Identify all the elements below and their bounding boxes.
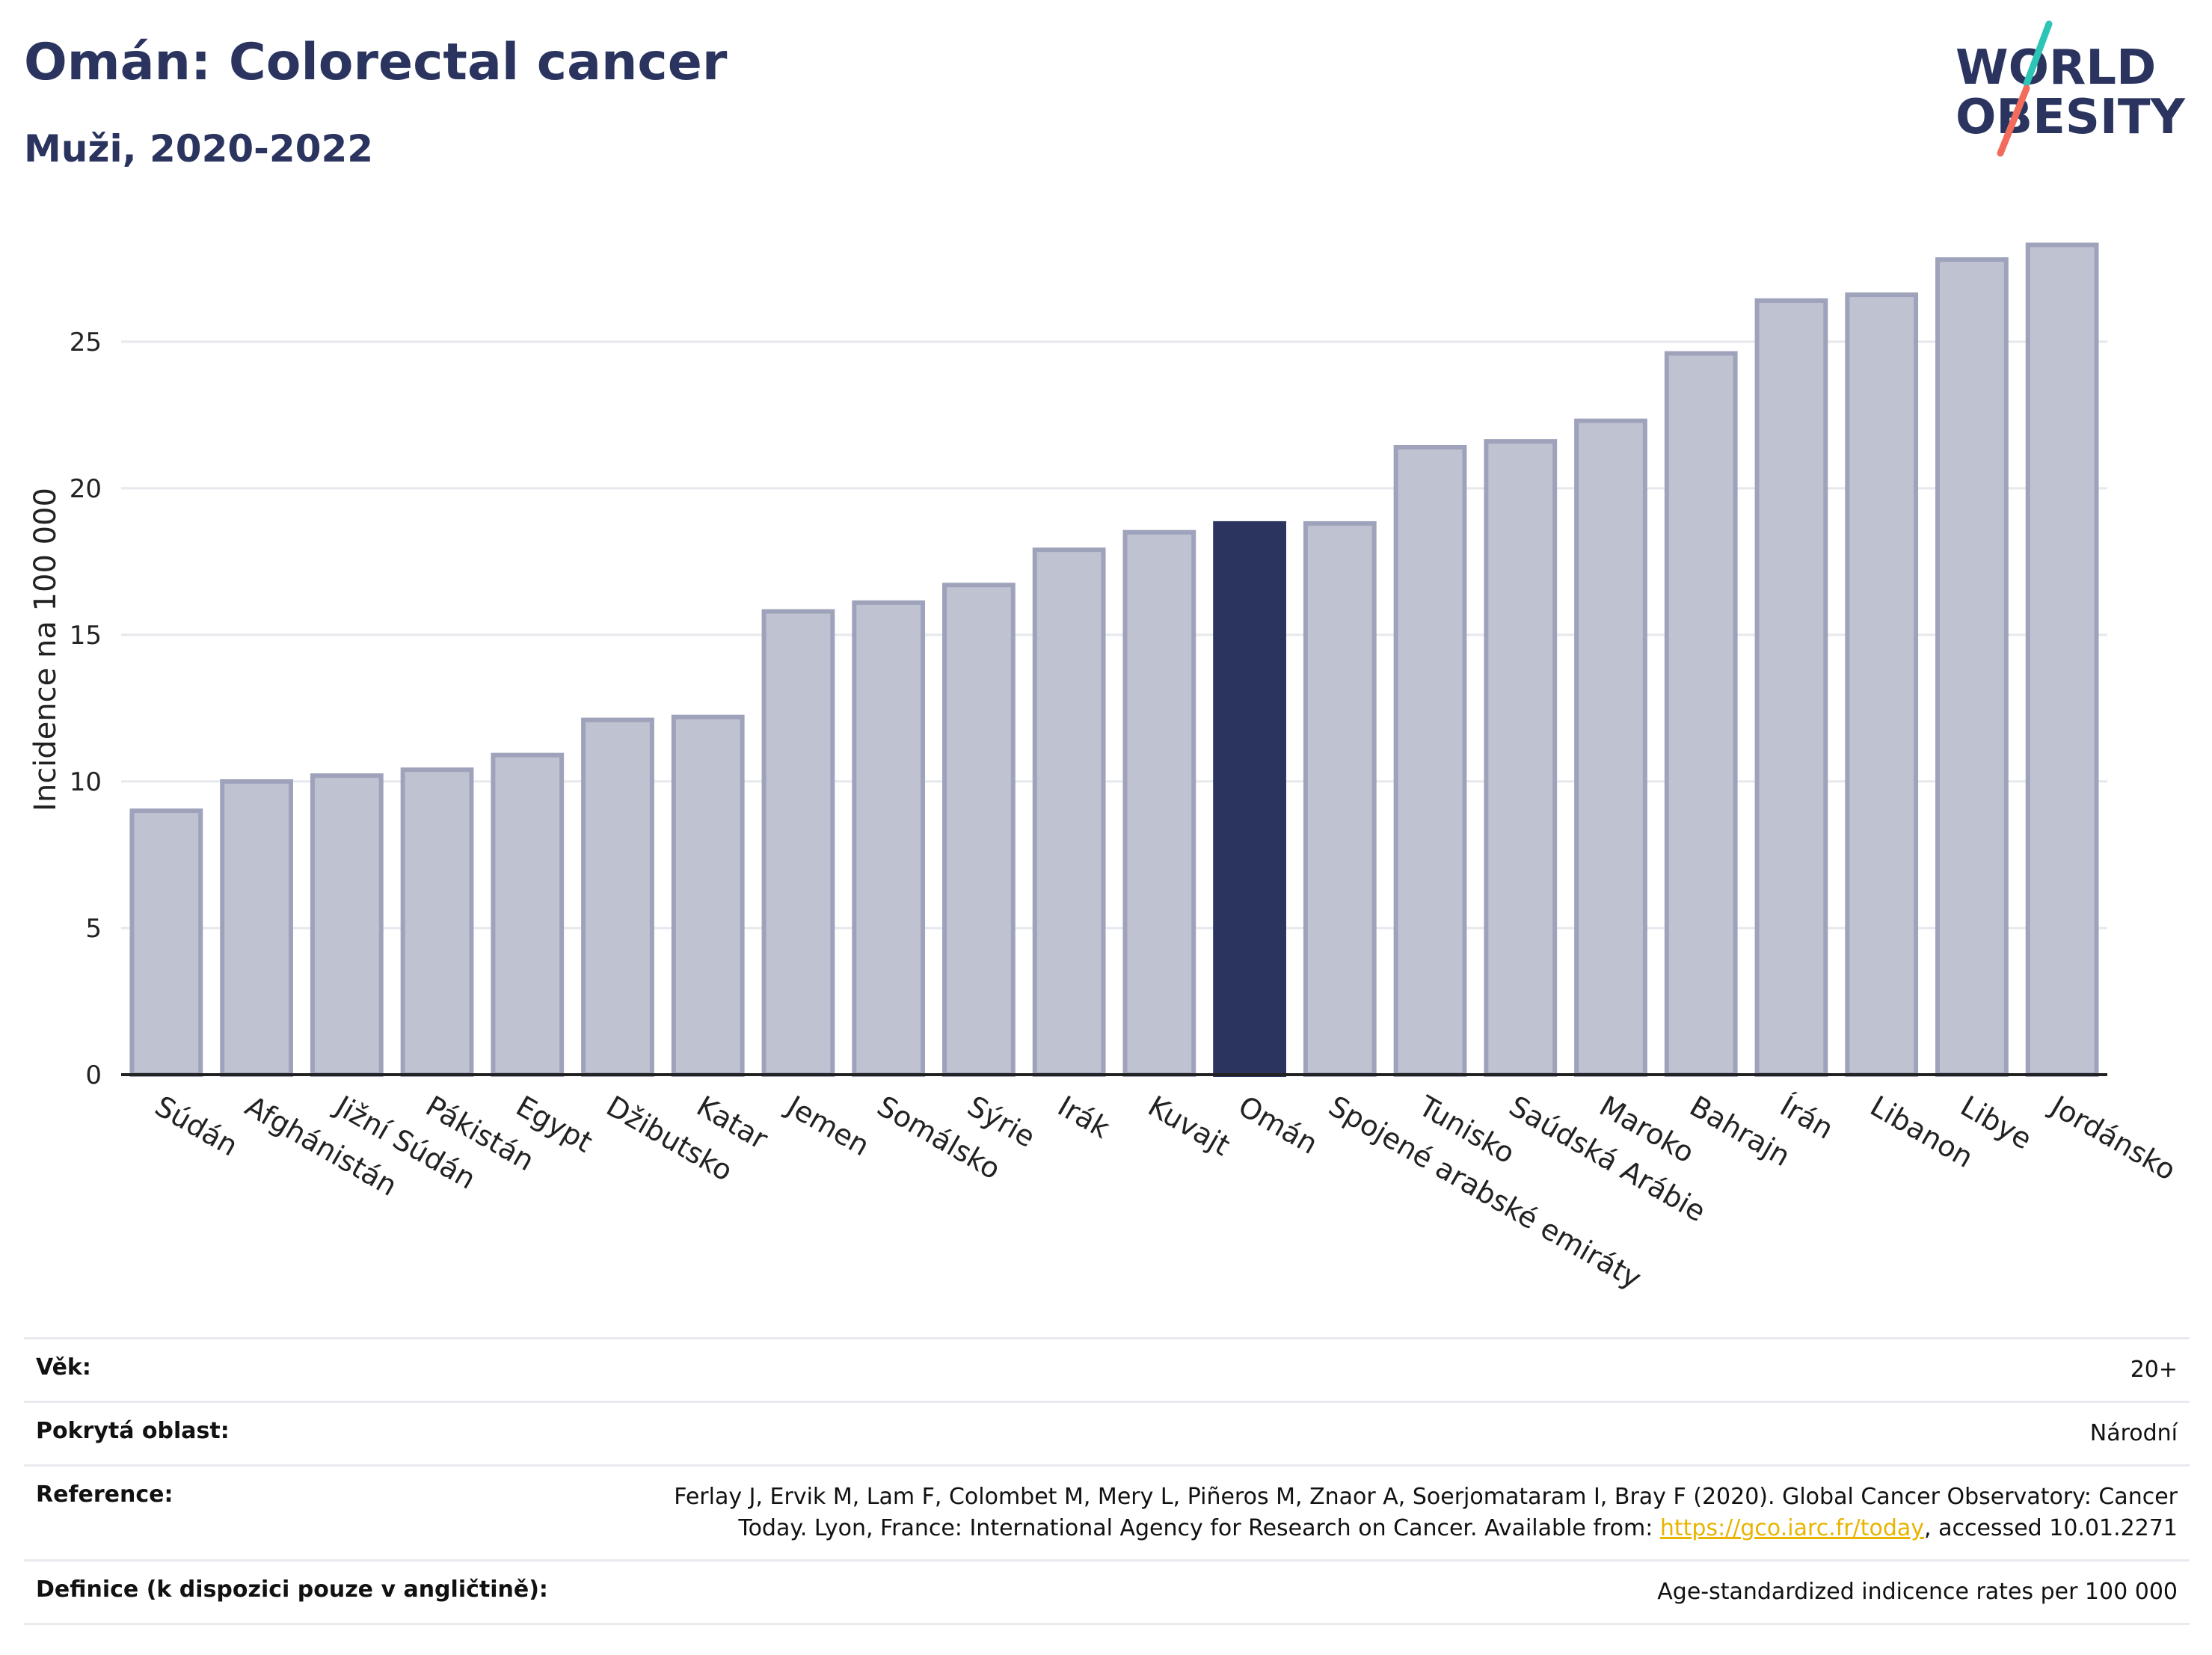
- info-key: Pokrytá oblast:: [24, 1401, 616, 1466]
- world-obesity-logo: WORLD OBESITY: [1956, 20, 2185, 157]
- logo-word-obesity: OBESITY: [1956, 90, 2185, 145]
- x-tick-label: Afghánistán: [240, 1090, 403, 1203]
- bar: [1664, 351, 1738, 1078]
- reference-link[interactable]: https://gco.iarc.fr/today: [1659, 1515, 1925, 1541]
- info-row-definition: Definice (k dispozici pouze v angličtině…: [24, 1559, 2190, 1625]
- bar: [942, 583, 1016, 1077]
- x-tick-label: Kuvajt: [1143, 1090, 1235, 1162]
- logo-slash-coral: [1997, 85, 2030, 157]
- info-value: Ferlay J, Ervik M, Lam F, Colombet M, Me…: [616, 1464, 2190, 1561]
- y-axis-label: Incidence na 100 000: [28, 488, 63, 811]
- info-value: Age-standardized indicence rates per 100…: [616, 1559, 2190, 1625]
- x-tick-label: Jordánsko: [2044, 1089, 2181, 1187]
- info-key: Definice (k dispozici pouze v angličtině…: [24, 1559, 616, 1625]
- x-tick-label: Bahrajn: [1684, 1090, 1795, 1173]
- page-title: Omán: Colorectal cancer: [24, 33, 728, 92]
- y-tick-label: 20: [70, 474, 102, 504]
- bar: [581, 717, 654, 1077]
- y-tick-label: 5: [85, 914, 102, 944]
- x-tick-label: Súdán: [150, 1090, 244, 1163]
- bar: [400, 767, 474, 1077]
- bar: [1303, 521, 1377, 1077]
- bar: [1032, 547, 1106, 1077]
- bar: [129, 808, 203, 1077]
- reference-text: Ferlay J, Ervik M, Lam F, Colombet M, Me…: [674, 1484, 2178, 1541]
- page-subtitle: Muži, 2020-2022: [24, 127, 374, 171]
- bar: [1754, 298, 1828, 1077]
- y-tick-label: 25: [70, 328, 102, 357]
- x-tick-label: Jemen: [780, 1089, 875, 1163]
- bar: [491, 752, 565, 1077]
- bar: [1393, 444, 1467, 1077]
- bar: [761, 609, 835, 1077]
- bar: [1935, 257, 2009, 1078]
- info-value: 20+: [616, 1337, 2190, 1402]
- bar: [852, 600, 926, 1077]
- bar: [1122, 529, 1196, 1077]
- y-tick-label: 15: [70, 621, 102, 651]
- bar: [1484, 439, 1558, 1077]
- x-tick-label: Libanon: [1865, 1090, 1979, 1174]
- info-table: Věk: 20+ Pokrytá oblast: Národní Referen…: [24, 1337, 2190, 1625]
- bar-highlight: [1213, 521, 1286, 1077]
- x-tick-label: Irák: [1052, 1090, 1115, 1145]
- x-tick-label: Omán: [1233, 1090, 1324, 1161]
- bar: [671, 714, 745, 1077]
- info-key: Věk:: [24, 1337, 616, 1402]
- reference-accessed: , accessed 10.01.2271: [1924, 1515, 2178, 1541]
- bar: [1574, 418, 1647, 1077]
- logo-slash-teal: [2023, 20, 2053, 87]
- bar: [1845, 292, 1919, 1077]
- bar: [2025, 242, 2099, 1077]
- info-row-age: Věk: 20+: [24, 1337, 2190, 1402]
- info-row-reference: Reference: Ferlay J, Ervik M, Lam F, Col…: [24, 1464, 2190, 1561]
- y-tick-label: 10: [70, 767, 102, 797]
- bar: [220, 779, 293, 1077]
- bar: [310, 773, 384, 1077]
- bar-chart: 0 5 10 15 20 25 Incidence na 100 000 SúdánAfghá…: [28, 242, 2181, 1295]
- y-tick-label: 0: [85, 1060, 102, 1090]
- info-row-coverage: Pokrytá oblast: Národní: [24, 1401, 2190, 1466]
- logo-word-world: WORLD: [1956, 40, 2156, 96]
- info-value: Národní: [616, 1401, 2190, 1466]
- info-key: Reference:: [24, 1464, 616, 1561]
